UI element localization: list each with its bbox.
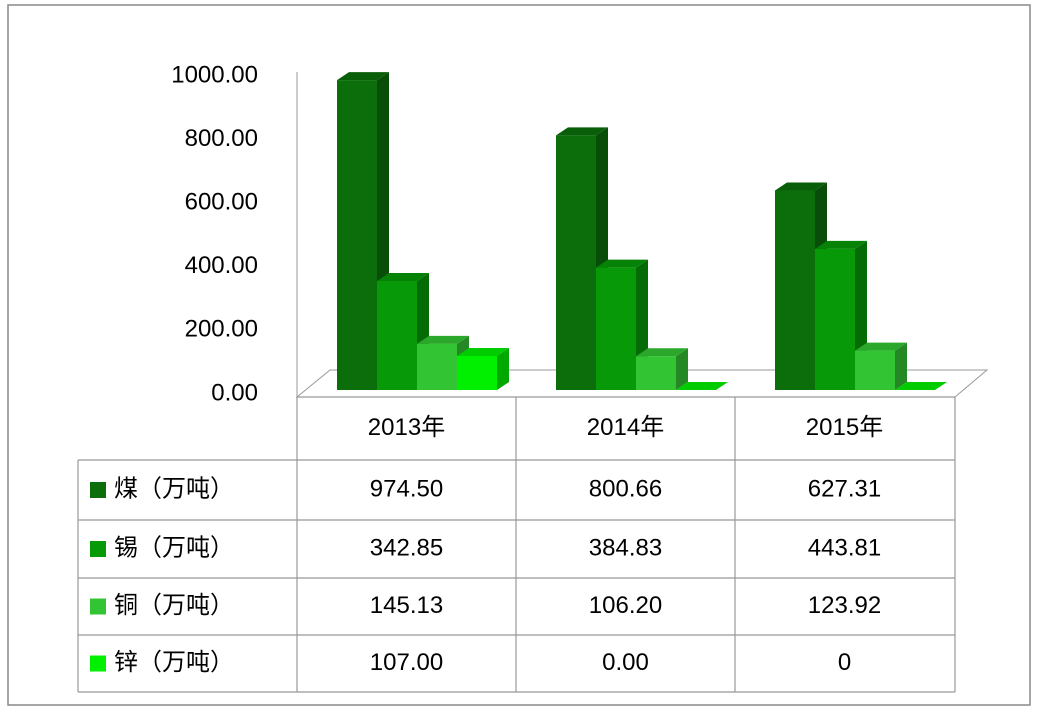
bar (596, 267, 636, 390)
bar-top (676, 382, 728, 390)
bar (636, 356, 676, 390)
bar-side (676, 348, 688, 390)
bar (775, 190, 815, 390)
legend-label: 锌（万吨） (114, 649, 234, 676)
bar-side (895, 342, 907, 390)
legend-label: 锡（万吨） (114, 534, 234, 561)
bar-top (815, 240, 867, 249)
table-value: 0.00 (602, 649, 649, 676)
table-value: 443.81 (808, 534, 881, 561)
table-value: 145.13 (370, 592, 443, 619)
legend-swatch (90, 482, 106, 498)
bar-top (895, 382, 947, 390)
bar (855, 350, 895, 390)
bar (377, 280, 417, 390)
x-tick-label: 2015年 (806, 414, 883, 441)
bar (417, 343, 457, 390)
table-value: 627.31 (808, 475, 881, 502)
y-tick-label: 1000.00 (171, 61, 258, 88)
legend-label: 铜（万吨） (114, 592, 234, 619)
table-value: 974.50 (370, 475, 443, 502)
bar (457, 355, 497, 390)
bar-side (497, 347, 509, 390)
bar (556, 135, 596, 390)
bar (815, 248, 855, 390)
table-value: 0 (838, 649, 851, 676)
table-value: 342.85 (370, 534, 443, 561)
legend-swatch (90, 541, 106, 557)
y-tick-label: 200.00 (185, 316, 258, 343)
y-tick-label: 600.00 (185, 189, 258, 216)
x-tick-label: 2013年 (368, 414, 445, 441)
bar-top (417, 335, 469, 344)
bar (337, 80, 377, 390)
bar-top (377, 272, 429, 281)
bar-top (596, 259, 648, 268)
legend-swatch (90, 655, 106, 672)
table-value: 106.20 (589, 592, 662, 619)
table-value: 107.00 (370, 649, 443, 676)
bar-top (775, 182, 827, 191)
table-value: 384.83 (589, 534, 662, 561)
bar-top (556, 127, 608, 136)
y-tick-label: 400.00 (185, 252, 258, 279)
bar-top (457, 347, 509, 356)
legend-label: 煤（万吨） (114, 475, 234, 502)
table-value: 123.92 (808, 592, 881, 619)
table-value: 800.66 (589, 475, 662, 502)
x-tick-label: 2014年 (587, 414, 664, 441)
y-tick-label: 800.00 (185, 125, 258, 152)
bar-top (636, 348, 688, 357)
y-tick-label: 0.00 (211, 379, 258, 406)
bar-top (855, 342, 907, 351)
bar-top (337, 72, 389, 81)
legend-swatch (90, 598, 106, 615)
